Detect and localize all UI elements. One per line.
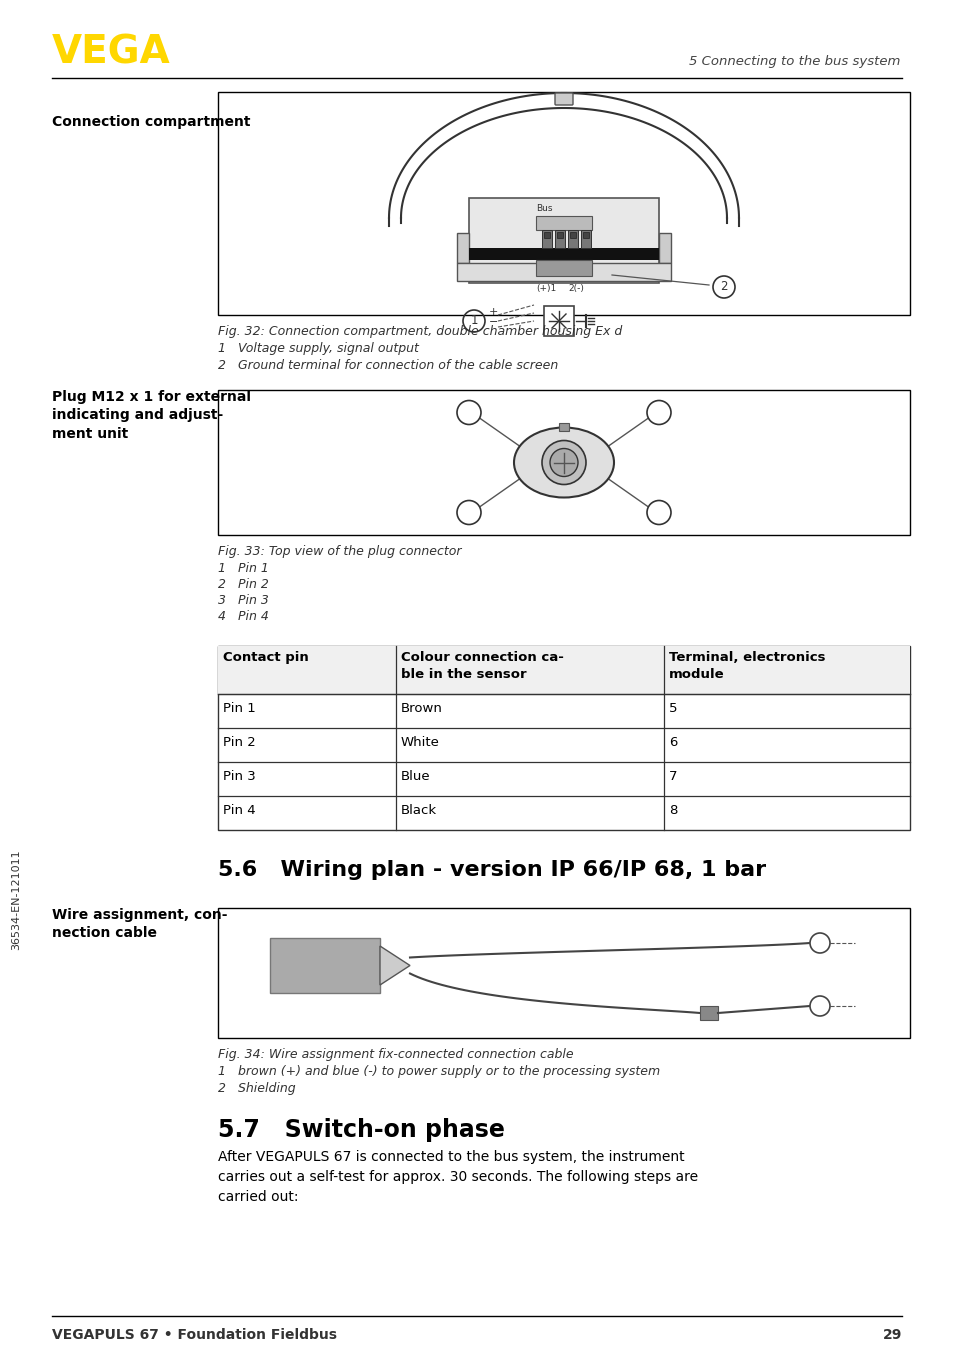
FancyBboxPatch shape — [557, 232, 562, 238]
Text: 5.7   Switch-on phase: 5.7 Switch-on phase — [218, 1118, 504, 1141]
Text: Contact pin: Contact pin — [223, 651, 309, 663]
Circle shape — [646, 501, 670, 524]
Text: 7: 7 — [668, 770, 677, 783]
Text: Pin 4: Pin 4 — [223, 804, 255, 816]
Text: VEGAPULS 67 • Foundation Fieldbus: VEGAPULS 67 • Foundation Fieldbus — [52, 1328, 336, 1342]
Text: Bus: Bus — [536, 204, 552, 213]
Text: 1   Pin 1: 1 Pin 1 — [218, 562, 269, 575]
FancyBboxPatch shape — [543, 232, 550, 238]
Text: 1: 1 — [470, 314, 477, 328]
FancyBboxPatch shape — [541, 230, 552, 248]
FancyBboxPatch shape — [218, 646, 909, 830]
FancyBboxPatch shape — [555, 93, 573, 106]
Circle shape — [456, 501, 480, 524]
Text: 4   Pin 4: 4 Pin 4 — [218, 611, 269, 623]
FancyBboxPatch shape — [456, 233, 469, 263]
Text: Colour connection ca-
ble in the sensor: Colour connection ca- ble in the sensor — [400, 651, 563, 681]
Text: Connection compartment: Connection compartment — [52, 115, 251, 129]
FancyBboxPatch shape — [700, 1006, 718, 1020]
Text: Pin 2: Pin 2 — [223, 737, 255, 749]
Circle shape — [809, 997, 829, 1016]
FancyBboxPatch shape — [543, 306, 574, 336]
Text: Fig. 33: Top view of the plug connector: Fig. 33: Top view of the plug connector — [218, 546, 461, 558]
Text: Fig. 34: Wire assignment fix-connected connection cable: Fig. 34: Wire assignment fix-connected c… — [218, 1048, 573, 1062]
FancyBboxPatch shape — [567, 230, 578, 248]
FancyBboxPatch shape — [218, 909, 909, 1039]
FancyBboxPatch shape — [536, 260, 592, 276]
FancyBboxPatch shape — [555, 230, 564, 248]
Text: Pin 3: Pin 3 — [223, 770, 255, 783]
Text: 29: 29 — [882, 1328, 901, 1342]
Text: Brown: Brown — [400, 701, 442, 715]
FancyBboxPatch shape — [218, 646, 909, 695]
Text: Plug M12 x 1 for external
indicating and adjust-
ment unit: Plug M12 x 1 for external indicating and… — [52, 390, 251, 441]
Circle shape — [646, 401, 670, 425]
Text: −: − — [489, 317, 497, 328]
FancyBboxPatch shape — [580, 230, 590, 248]
Text: 36534-EN-121011: 36534-EN-121011 — [11, 850, 21, 951]
Text: VEGA: VEGA — [52, 32, 171, 70]
FancyBboxPatch shape — [218, 390, 909, 535]
Circle shape — [541, 440, 585, 485]
FancyBboxPatch shape — [569, 232, 576, 238]
Text: +: + — [489, 307, 497, 317]
Text: 3   Pin 3: 3 Pin 3 — [218, 594, 269, 607]
FancyBboxPatch shape — [469, 248, 659, 260]
FancyBboxPatch shape — [456, 263, 670, 282]
Circle shape — [550, 448, 578, 477]
Text: 5 Connecting to the bus system: 5 Connecting to the bus system — [688, 56, 899, 69]
Text: 2: 2 — [720, 280, 727, 294]
Text: Black: Black — [400, 804, 436, 816]
FancyBboxPatch shape — [558, 422, 568, 431]
Polygon shape — [379, 946, 410, 984]
Text: 8: 8 — [668, 804, 677, 816]
Text: Pin 1: Pin 1 — [223, 701, 255, 715]
Text: Blue: Blue — [400, 770, 430, 783]
FancyBboxPatch shape — [659, 233, 670, 263]
Text: 1   brown (+) and blue (-) to power supply or to the processing system: 1 brown (+) and blue (-) to power supply… — [218, 1066, 659, 1078]
FancyBboxPatch shape — [582, 232, 588, 238]
Text: 1   Voltage supply, signal output: 1 Voltage supply, signal output — [218, 343, 418, 355]
Text: Fig. 32: Connection compartment, double chamber housing Ex d: Fig. 32: Connection compartment, double … — [218, 325, 621, 338]
Circle shape — [456, 401, 480, 425]
FancyBboxPatch shape — [536, 217, 592, 230]
Text: 6: 6 — [668, 737, 677, 749]
FancyBboxPatch shape — [469, 198, 659, 283]
FancyBboxPatch shape — [218, 92, 909, 315]
FancyBboxPatch shape — [270, 938, 379, 992]
Circle shape — [809, 933, 829, 953]
Text: After VEGAPULS 67 is connected to the bus system, the instrument
carries out a s: After VEGAPULS 67 is connected to the bu… — [218, 1150, 698, 1204]
Text: 2(-): 2(-) — [567, 284, 583, 292]
Text: Wire assignment, con-
nection cable: Wire assignment, con- nection cable — [52, 909, 227, 941]
Text: (+)1: (+)1 — [536, 284, 556, 292]
Text: 2   Ground terminal for connection of the cable screen: 2 Ground terminal for connection of the … — [218, 359, 558, 372]
Text: 2   Pin 2: 2 Pin 2 — [218, 578, 269, 590]
Ellipse shape — [514, 428, 614, 497]
Text: Terminal, electronics
module: Terminal, electronics module — [668, 651, 824, 681]
Text: 5: 5 — [668, 701, 677, 715]
Text: 2   Shielding: 2 Shielding — [218, 1082, 295, 1095]
Text: 5.6   Wiring plan - version IP 66/IP 68, 1 bar: 5.6 Wiring plan - version IP 66/IP 68, 1… — [218, 860, 765, 880]
Text: White: White — [400, 737, 439, 749]
